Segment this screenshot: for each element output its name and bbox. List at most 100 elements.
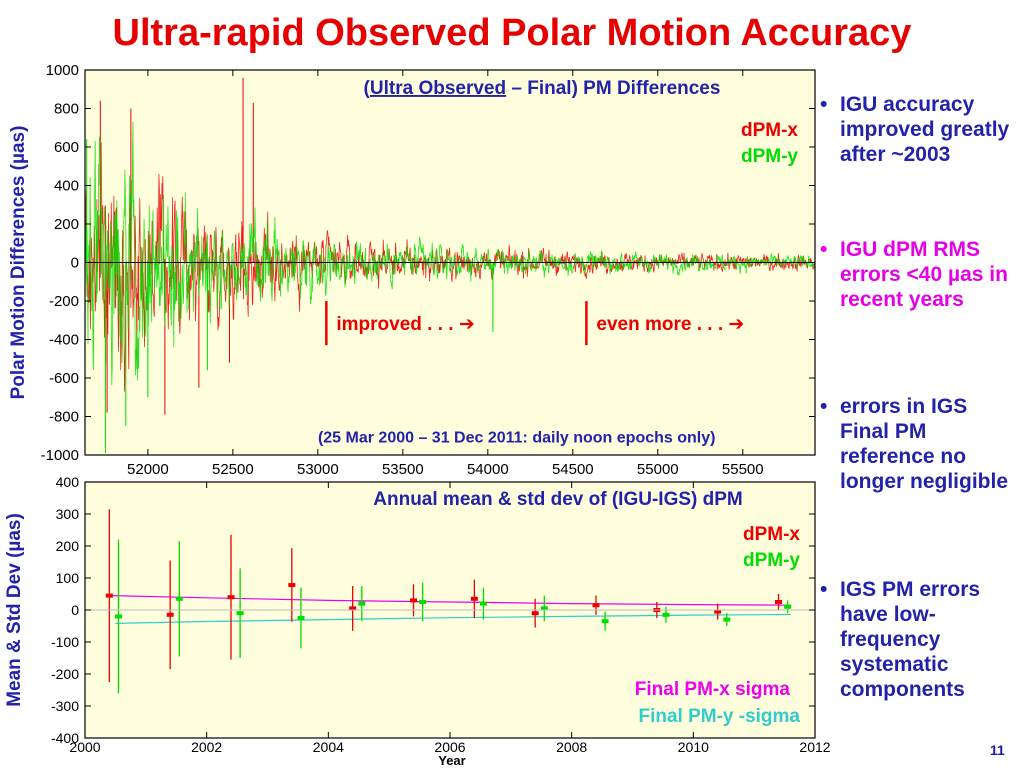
bullet-igs-final-errors: • errors in IGS Final PM reference no lo… [818,394,1018,494]
bottom-mean-point [784,604,792,609]
top-title-rest: – Final) PM Differences [506,78,720,99]
top-y-axis-label: Polar Motion Differences (µas) [8,126,29,400]
top-y-tick-label: -400 [49,332,79,349]
bottom-mean-point [114,614,122,619]
bottom-y-tick-label: 300 [56,506,80,522]
bottom-legend-dpm-x: dPM-x [743,524,800,545]
bottom-x-tick-label: 2012 [799,739,830,755]
top-chart-title: (Ultra Observed – Final) PM Differences [364,78,721,99]
bullet-igu-rms: • IGU dPM RMS errors <40 µas in recent y… [818,237,1018,312]
bottom-mean-point [714,609,722,614]
bottom-y-tick-label: 100 [56,570,80,586]
top-x-tick-label: 54000 [467,461,509,478]
legend-final-pm-x-sigma: Final PM-x sigma [635,679,791,700]
top-y-tick-label: -200 [49,293,79,310]
top-title-open: ( [364,78,371,99]
top-x-tick-label: 54500 [552,461,594,478]
final-pm-x-sigma-line [109,595,791,606]
top-x-tick-label: 53000 [297,461,339,478]
bottom-mean-point [227,595,235,600]
bullet-dot-icon: • [820,93,828,116]
top-y-tick-label: 1000 [46,62,79,79]
final-pm-y-sigma-line [115,613,791,624]
bottom-y-tick-label: 0 [71,602,79,618]
top-plot-frame [84,69,816,456]
annotation-even-more: even more . . . ➔ [596,314,744,335]
legend-final-pm-y-sigma: Final PM-y -sigma [638,706,800,727]
bottom-y-tick-label: 200 [56,538,80,554]
bottom-mean-point [775,600,782,604]
bullet-text: IGU dPM RMS errors <40 µas in recent yea… [840,238,1008,311]
bottom-y-tick-label: -100 [51,634,79,650]
bottom-y-tick-label: -300 [51,698,79,714]
bottom-x-tick-label: 2000 [69,739,100,755]
bottom-x-tick-label: 2004 [313,739,344,755]
bullet-dot-icon: • [820,578,828,601]
annotation-improved: improved . . . ➔ [336,314,474,335]
bottom-y-tick-label: 400 [56,474,80,490]
bottom-legend-dpm-y: dPM-y [743,550,800,571]
bottom-mean-point [358,601,366,606]
top-y-tick-label: 200 [54,216,79,233]
bottom-mean-point [470,596,478,601]
top-chart: 1000 800 600 400 200 0 -200 -400 -600 -800 -1000 52… [8,62,816,478]
bullet-dot-icon: • [820,395,828,418]
bottom-y-axis-label: Mean & Std Dev (µas) [4,513,25,707]
top-y-tick-label: -800 [49,409,79,426]
bottom-x-axis-label: Year [438,753,465,768]
top-y-tick-label: 0 [71,255,79,272]
bullet-text: IGU accuracy improved greatly after ~200… [840,93,1010,166]
bullet-text: IGS PM errors have low-frequency systema… [840,578,981,701]
top-y-tick-label: -1000 [41,447,79,464]
bottom-x-tick-label: 2002 [191,739,222,755]
top-title-underlined: Ultra Observed [370,78,506,99]
bottom-mean-point [166,612,174,617]
top-series-group [84,77,816,454]
bottom-mean-point [288,583,296,588]
top-y-tick-label: 600 [54,139,79,156]
top-legend-dpm-x: dPM-x [741,120,798,141]
top-y-tick-label: 400 [54,178,79,195]
top-axis-ticks: 1000 800 600 400 200 0 -200 -400 -600 -800 -1000 52… [41,62,815,478]
top-x-tick-label: 55000 [637,461,679,478]
bottom-x-tick-label: 2008 [556,739,587,755]
top-y-tick-label: -600 [49,370,79,387]
top-y-tick-label: 800 [54,101,79,118]
top-x-tick-label: 52000 [127,461,169,478]
bottom-mean-point [479,601,487,606]
top-series-dpm-y [84,121,816,386]
bullet-text: errors in IGS Final PM reference no long… [840,395,1009,493]
bottom-mean-point [662,612,670,617]
bottom-mean-point [297,616,305,620]
bullet-igu-accuracy: • IGU accuracy improved greatly after ~2… [818,92,1018,167]
bottom-mean-point [236,611,244,616]
top-legend-dpm-y: dPM-y [741,146,798,167]
bottom-plot-frame [84,481,816,739]
bottom-mean-point [105,593,113,598]
annotation-date-range: (25 Mar 2000 – 31 Dec 2011: daily noon e… [318,430,716,447]
slide-title: Ultra-rapid Observed Polar Motion Accura… [112,12,912,54]
top-x-tick-label: 52500 [212,461,254,478]
bottom-mean-point [175,596,183,601]
bottom-mean-point [723,617,731,622]
bottom-mean-point [410,598,417,603]
bottom-y-tick-label: -200 [51,666,79,682]
bottom-mean-point [531,611,539,616]
bottom-x-tick-label: 2006 [434,739,465,755]
top-x-tick-label: 55500 [722,461,764,478]
bottom-mean-point [540,606,548,611]
bullet-dot-icon: • [820,238,828,261]
bottom-x-tick-label: 2010 [678,739,709,755]
page-number: 11 [990,742,1005,758]
bottom-mean-point [419,600,427,604]
top-x-tick-label: 53500 [382,461,424,478]
bottom-mean-point [349,606,357,611]
bullet-igs-pm-errors: • IGS PM errors have low-frequency syste… [818,577,1018,702]
bottom-mean-point [601,619,609,624]
bottom-mean-point [592,603,600,608]
bottom-chart-title: Annual mean & std dev of (IGU-IGS) dPM [373,489,742,510]
bottom-y-tick-label: -400 [51,730,79,746]
